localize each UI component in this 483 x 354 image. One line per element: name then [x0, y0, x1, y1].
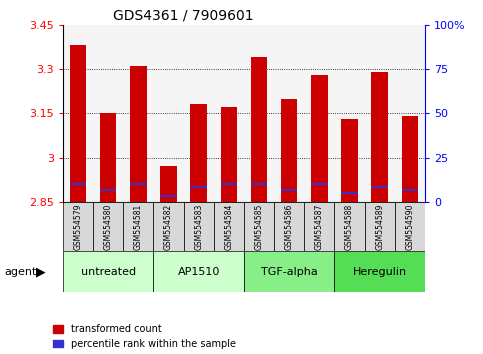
Bar: [402, 116, 418, 202]
Bar: [334, 251, 425, 292]
Bar: [100, 189, 116, 191]
Bar: [371, 72, 388, 202]
Text: GSM554586: GSM554586: [284, 203, 294, 250]
Bar: [365, 202, 395, 251]
Bar: [311, 183, 327, 185]
Text: untreated: untreated: [81, 267, 136, 277]
Bar: [160, 166, 177, 202]
Bar: [311, 75, 327, 202]
Bar: [160, 195, 177, 197]
Bar: [93, 202, 123, 251]
Text: TGF-alpha: TGF-alpha: [261, 267, 317, 277]
Bar: [251, 183, 267, 185]
Bar: [395, 202, 425, 251]
Bar: [130, 183, 146, 185]
Bar: [123, 202, 154, 251]
Text: agent: agent: [5, 267, 37, 277]
Bar: [341, 192, 358, 194]
Bar: [70, 45, 86, 202]
Text: GSM554583: GSM554583: [194, 203, 203, 250]
Text: ▶: ▶: [36, 265, 46, 278]
Text: GSM554584: GSM554584: [224, 203, 233, 250]
Bar: [251, 57, 267, 202]
Bar: [244, 251, 334, 292]
Bar: [154, 251, 244, 292]
Bar: [402, 189, 418, 191]
Text: Heregulin: Heregulin: [353, 267, 407, 277]
Bar: [213, 202, 244, 251]
Text: GSM554579: GSM554579: [73, 203, 83, 250]
Text: GSM554589: GSM554589: [375, 203, 384, 250]
Bar: [281, 98, 298, 202]
Text: GSM554585: GSM554585: [255, 203, 264, 250]
Bar: [184, 202, 213, 251]
Bar: [190, 186, 207, 188]
Text: GSM554590: GSM554590: [405, 203, 414, 250]
Text: GSM554580: GSM554580: [103, 203, 113, 250]
Bar: [221, 107, 237, 202]
Bar: [221, 183, 237, 185]
Bar: [100, 113, 116, 202]
Bar: [371, 186, 388, 188]
Text: AP1510: AP1510: [177, 267, 220, 277]
Bar: [70, 183, 86, 185]
Bar: [130, 66, 146, 202]
Text: GSM554588: GSM554588: [345, 204, 354, 250]
Bar: [154, 202, 184, 251]
Bar: [63, 251, 154, 292]
Text: GSM554582: GSM554582: [164, 204, 173, 250]
Bar: [341, 119, 358, 202]
Bar: [281, 189, 298, 191]
Text: GSM554581: GSM554581: [134, 204, 143, 250]
Legend: transformed count, percentile rank within the sample: transformed count, percentile rank withi…: [53, 324, 236, 349]
Text: GDS4361 / 7909601: GDS4361 / 7909601: [113, 9, 254, 23]
Bar: [190, 104, 207, 202]
Bar: [244, 202, 274, 251]
Bar: [274, 202, 304, 251]
Text: GSM554587: GSM554587: [315, 203, 324, 250]
Bar: [334, 202, 365, 251]
Bar: [304, 202, 334, 251]
Bar: [63, 202, 93, 251]
